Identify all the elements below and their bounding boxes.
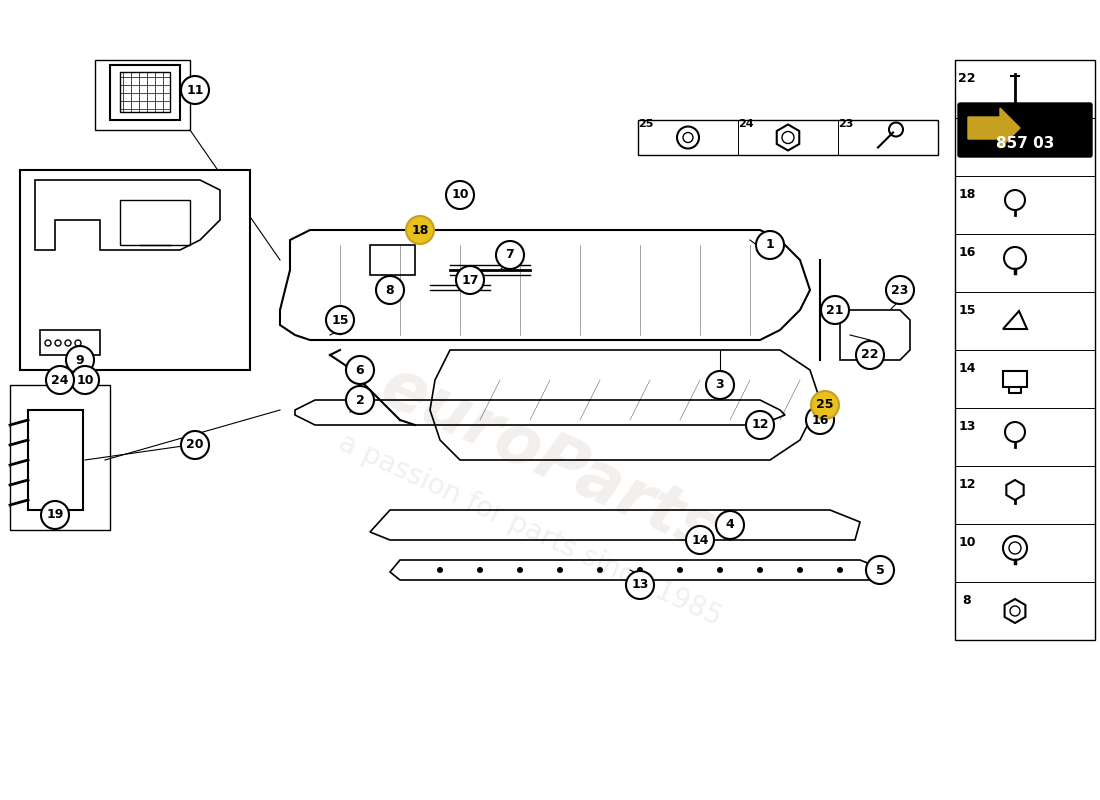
Text: 15: 15 <box>958 305 976 318</box>
Text: euroParts: euroParts <box>371 353 729 567</box>
Circle shape <box>676 567 683 573</box>
Circle shape <box>886 276 914 304</box>
Text: 23: 23 <box>838 119 854 129</box>
Circle shape <box>46 366 74 394</box>
Text: 10: 10 <box>958 537 976 550</box>
Circle shape <box>456 266 484 294</box>
Text: 6: 6 <box>355 363 364 377</box>
Circle shape <box>346 356 374 384</box>
Text: 8: 8 <box>962 594 971 607</box>
Text: 23: 23 <box>891 283 909 297</box>
Circle shape <box>406 216 434 244</box>
Text: 24: 24 <box>738 119 754 129</box>
Circle shape <box>706 371 734 399</box>
Text: 16: 16 <box>958 246 976 259</box>
Text: 21: 21 <box>826 303 844 317</box>
Bar <box>110 65 180 120</box>
Text: 9: 9 <box>76 354 85 366</box>
Bar <box>120 200 190 245</box>
Circle shape <box>437 567 443 573</box>
Circle shape <box>72 366 99 394</box>
Circle shape <box>376 276 404 304</box>
Circle shape <box>756 231 784 259</box>
Text: 13: 13 <box>631 578 649 591</box>
Text: 857 03: 857 03 <box>996 137 1054 151</box>
Text: 10: 10 <box>451 189 469 202</box>
Bar <box>40 330 100 355</box>
Bar <box>638 120 938 155</box>
Text: 25: 25 <box>816 398 834 411</box>
FancyBboxPatch shape <box>958 103 1092 157</box>
Circle shape <box>746 411 774 439</box>
Circle shape <box>326 306 354 334</box>
Bar <box>28 410 82 510</box>
Text: 10: 10 <box>76 374 94 386</box>
Circle shape <box>806 406 834 434</box>
Circle shape <box>346 386 374 414</box>
Circle shape <box>821 296 849 324</box>
Text: 12: 12 <box>958 478 976 491</box>
Text: 11: 11 <box>186 83 204 97</box>
Text: 13: 13 <box>958 421 976 434</box>
Text: 25: 25 <box>638 119 653 129</box>
Circle shape <box>597 567 603 573</box>
Text: 8: 8 <box>386 283 394 297</box>
Bar <box>10 385 110 530</box>
Text: 17: 17 <box>461 274 478 286</box>
Text: 15: 15 <box>331 314 349 326</box>
Text: 5: 5 <box>876 563 884 577</box>
Circle shape <box>66 346 94 374</box>
Circle shape <box>716 511 744 539</box>
Text: a passion for parts since 1985: a passion for parts since 1985 <box>334 429 726 631</box>
Text: 18: 18 <box>411 223 429 237</box>
Text: 20: 20 <box>186 438 204 451</box>
Text: 14: 14 <box>958 362 976 375</box>
Text: 18: 18 <box>958 189 976 202</box>
Text: 24: 24 <box>52 374 68 386</box>
Text: 22: 22 <box>958 73 976 86</box>
Circle shape <box>182 431 209 459</box>
Circle shape <box>637 567 644 573</box>
Circle shape <box>686 526 714 554</box>
Circle shape <box>856 341 884 369</box>
Text: 4: 4 <box>726 518 735 531</box>
Circle shape <box>798 567 803 573</box>
Text: 2: 2 <box>355 394 364 406</box>
Circle shape <box>517 567 522 573</box>
Circle shape <box>477 567 483 573</box>
Text: 19: 19 <box>46 509 64 522</box>
Text: 14: 14 <box>691 534 708 546</box>
Bar <box>1003 371 1027 387</box>
Text: 3: 3 <box>716 378 724 391</box>
Bar <box>370 245 415 275</box>
Text: 22: 22 <box>861 349 879 362</box>
Circle shape <box>811 391 839 419</box>
Circle shape <box>837 567 843 573</box>
Circle shape <box>866 556 894 584</box>
Circle shape <box>557 567 563 573</box>
Text: 20: 20 <box>958 130 976 143</box>
Circle shape <box>626 571 654 599</box>
Circle shape <box>446 181 474 209</box>
Text: 12: 12 <box>751 418 769 431</box>
Bar <box>95 60 190 130</box>
Circle shape <box>717 567 723 573</box>
Text: 16: 16 <box>812 414 828 426</box>
Circle shape <box>41 501 69 529</box>
Text: 1: 1 <box>766 238 774 251</box>
Circle shape <box>182 76 209 104</box>
Polygon shape <box>968 108 1020 148</box>
Circle shape <box>496 241 524 269</box>
Circle shape <box>757 567 763 573</box>
Text: 7: 7 <box>506 249 515 262</box>
Bar <box>20 170 250 370</box>
Bar <box>120 72 170 112</box>
Bar <box>955 60 1094 640</box>
